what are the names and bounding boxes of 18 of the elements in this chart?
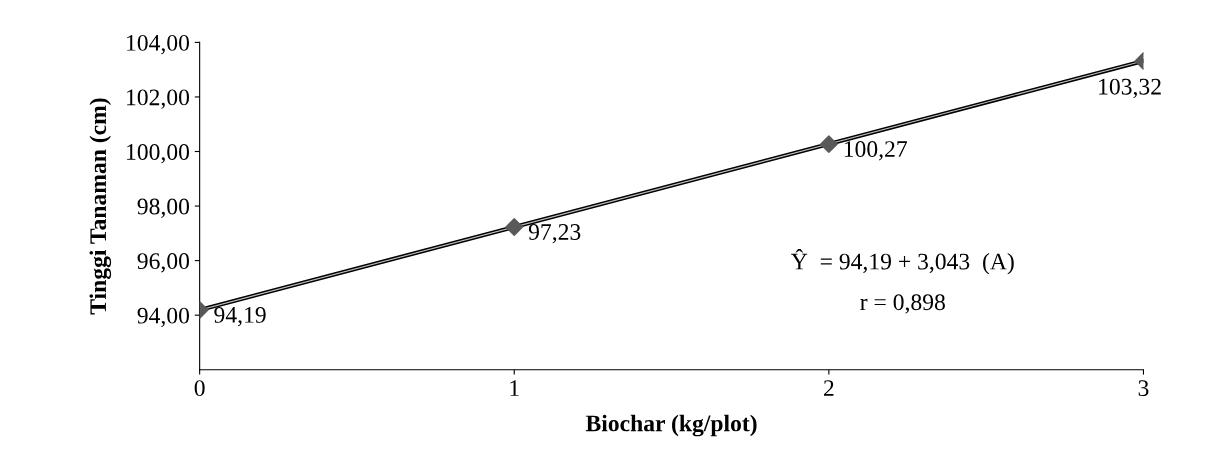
x-tick-label: 0 (194, 380, 205, 397)
annotation: Ŷ = 94,19 + 3,043 (A) (791, 249, 1014, 275)
annotation: r = 0,898 (860, 294, 945, 314)
y-tick-label: 100,00 (127, 144, 190, 164)
y-axis-title: Tinggi Tanaman (cm) (89, 98, 112, 315)
data-label: 103,32 (1099, 78, 1161, 99)
y-tick-label: 102,00 (127, 89, 190, 109)
x-axis-title: Biochar (kg/plot) (585, 414, 757, 437)
data-label: 94,19 (214, 306, 266, 327)
x-tick-label: 3 (1138, 380, 1149, 397)
y-tick-label: 96,00 (137, 253, 190, 273)
x-tick-label: 1 (510, 380, 519, 396)
data-label: 100,27 (844, 141, 907, 161)
data-label: 97,23 (528, 224, 581, 244)
x-tick-label: 2 (823, 380, 834, 396)
y-tick-label: 98,00 (137, 198, 190, 218)
y-tick-label: 104,00 (127, 34, 190, 55)
y-tick-label: 94,00 (137, 307, 190, 327)
